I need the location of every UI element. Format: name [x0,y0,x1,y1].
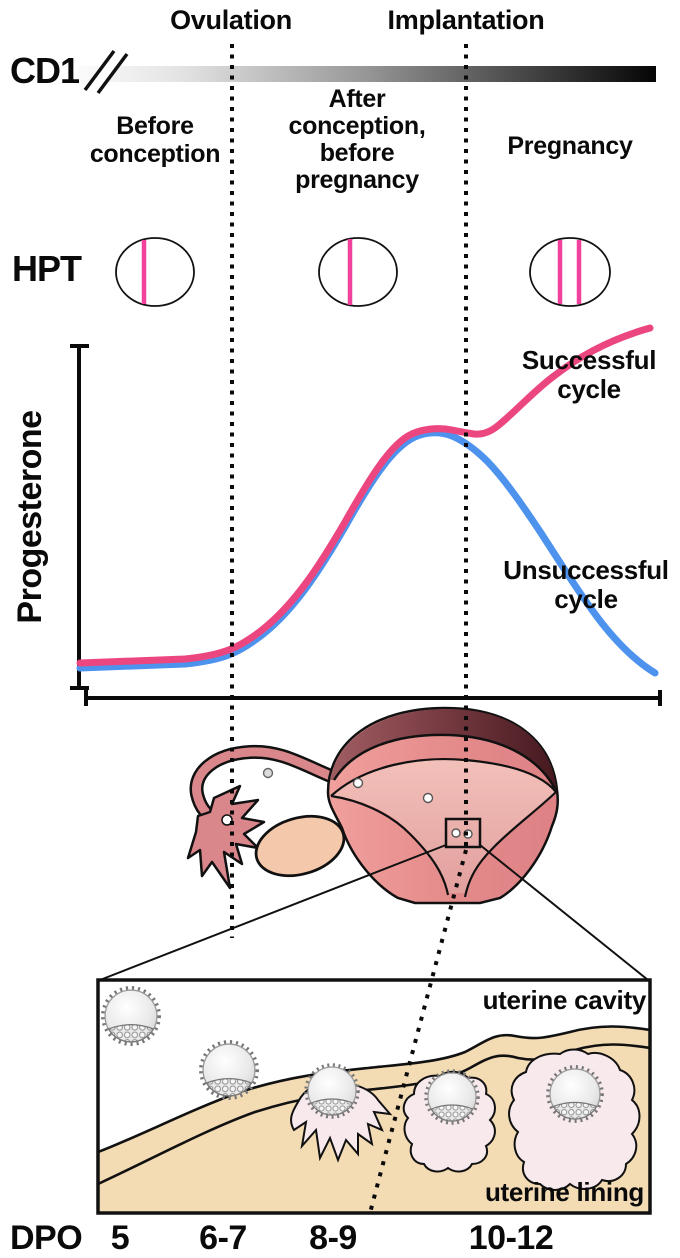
fimbriae [186,784,266,890]
implantation-label: Implantation [387,5,545,35]
ovulated-egg [221,814,233,826]
progesterone-axis-label: Progesterone [11,410,49,624]
hpt-test-lines [141,239,582,305]
chart-axes [70,344,662,706]
cycle-day-axis [78,48,656,95]
blastocyst-dpo10-12a [424,1069,480,1125]
zoom-projection-line-right [479,844,649,981]
blastocyst-dpo8-9 [304,1063,360,1119]
ovulation-label: Ovulation [170,5,292,35]
successful-cycle-curve [76,324,654,667]
uterus-illustration [186,706,560,905]
dpo-row-label: DPO [10,1219,83,1257]
cavity-left-wall [330,794,450,896]
dpo-value-5: 5 [110,1219,130,1257]
hpt-test-2 [318,237,398,307]
uterine-cavity-area [331,759,556,893]
cd1-label: CD1 [10,50,80,91]
fertilized-egg [262,767,274,779]
implantation-dotted-line-inset [368,849,468,1214]
phase-before-conception-label: Before conception [89,112,221,168]
implantation-inset [96,978,652,1215]
magnified-region-box [444,817,482,849]
uterine-cavity-label: uterine cavity [482,985,647,1015]
phase-pregnancy-label: Pregnancy [507,132,633,160]
lining-surface-upper-line [98,1025,650,1154]
axis-break-slash-icon [83,49,116,92]
cavity-right-wall [463,791,557,898]
hpt-row-label: HPT [12,248,82,289]
uterine-lining-label: uterine lining [484,1177,644,1207]
fallopian-tube-fill [192,747,340,825]
embryo-dot [422,792,434,804]
embryo-dot [451,828,461,838]
blastocyst-dpo6-7 [199,1040,259,1100]
dpo-value-6-7: 6-7 [199,1219,247,1257]
dpo-value-8-9: 8-9 [309,1219,357,1257]
uterus-fundus-band [330,709,557,793]
uterus-inner-wall-line [332,733,559,794]
inset-border [96,978,652,1215]
phase-after-conception-label: After conception, before pregnancy [288,85,426,194]
embryo-dot [352,777,364,789]
blastocyst-dpo10-12b [546,1065,604,1123]
hpt-tests [115,237,611,307]
successful-cycle-label: Successful cycle [521,345,657,404]
unsuccessful-cycle-curve [76,429,659,677]
zoom-projection-line-left [99,844,447,981]
blastocyst-dpo5 [101,986,161,1046]
unsuccessful-cycle-label: Unsuccessful cycle [503,555,669,614]
dpo-value-10-12: 10-12 [468,1219,554,1257]
axis-break-slash-icon [96,52,129,95]
hpt-test-1 [115,237,195,307]
hpt-test-3 [529,237,611,307]
implant-blob-dpo10-12b [508,1048,641,1191]
